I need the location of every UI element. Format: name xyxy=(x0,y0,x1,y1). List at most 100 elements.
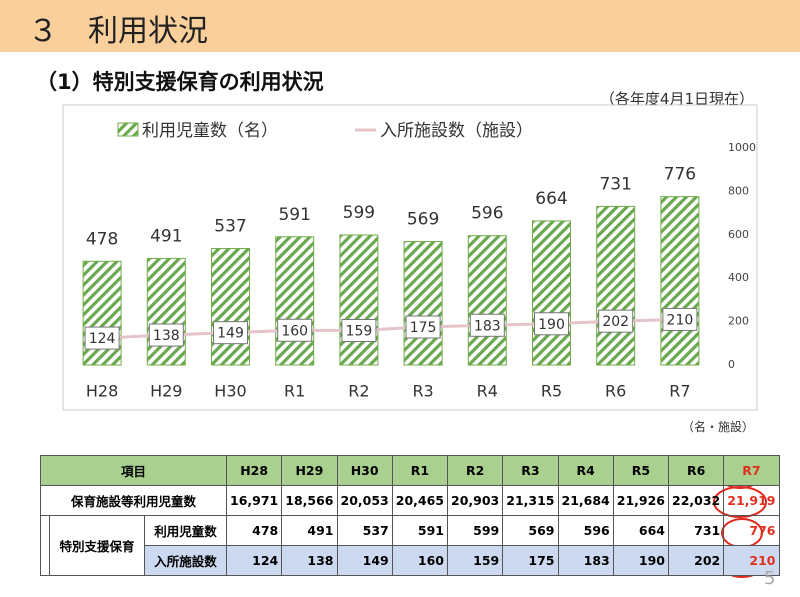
table-cell: 596 xyxy=(557,515,614,546)
table-row: 入所施設数 124 138 149 160 159 175 183 190 202 210 xyxy=(41,545,780,576)
line-label-box xyxy=(405,315,441,339)
table-row: 特別支援保育 利用児童数 478 491 537 591 599 569 596 664 731 77… xyxy=(40,515,780,576)
x-tick-label: R3 xyxy=(412,382,433,401)
table-cell: 599 xyxy=(446,515,504,546)
x-tick-label: H29 xyxy=(150,382,182,401)
table-row: 項目 H28 H29 H30 R1 R2 R3 R4 R5 R6 R7 xyxy=(40,455,780,486)
x-tick-label: R7 xyxy=(669,382,690,401)
line-label-box xyxy=(148,323,184,347)
x-tick-label: R2 xyxy=(348,382,369,401)
bar xyxy=(532,220,571,366)
line-label-box xyxy=(662,307,698,331)
line-label-box xyxy=(277,318,313,342)
table-cell: 478 xyxy=(225,515,283,546)
line-value-label: 149 xyxy=(217,326,244,342)
table-cell: 210 xyxy=(723,545,780,576)
table-cell: 491 xyxy=(281,515,338,546)
table-cell: 569 xyxy=(502,515,559,546)
bar-value-label: 731 xyxy=(599,174,631,194)
table-cell: 21,926 xyxy=(612,485,670,516)
line-label-box xyxy=(534,312,569,336)
unit-note: （名・施設） xyxy=(681,420,754,434)
legend-label: 利用児童数（名） xyxy=(142,121,278,141)
page-number: 5 xyxy=(764,568,776,589)
table-cell: 149 xyxy=(336,545,393,576)
table-cell: 591 xyxy=(391,515,449,546)
bar xyxy=(467,235,507,366)
table-cell: R4 xyxy=(557,455,614,486)
line-value-label: 210 xyxy=(667,312,694,328)
y-tick-label: 400 xyxy=(728,271,749,284)
table-cell: 特別支援保育 xyxy=(49,515,145,576)
table-cell: 175 xyxy=(502,545,559,576)
bar-value-label: 776 xyxy=(664,165,696,185)
x-tick-label: R1 xyxy=(284,382,305,401)
line-value-label: 138 xyxy=(153,328,180,344)
x-tick-label: R5 xyxy=(541,382,562,401)
x-tick-label: H28 xyxy=(86,382,118,401)
table-cell: 16,971 xyxy=(225,485,283,516)
line-value-label: 175 xyxy=(410,320,437,336)
bar-value-label: 537 xyxy=(214,216,246,236)
line-label-box xyxy=(469,313,505,337)
line-label-box xyxy=(213,321,248,345)
table-cell: 537 xyxy=(336,515,393,546)
slide-title: ３ 利用状況 xyxy=(28,14,208,49)
table-cell: R2 xyxy=(446,455,504,486)
table-cell: 21,315 xyxy=(502,485,559,516)
table-cell: 21,684 xyxy=(557,485,614,516)
table-cell: 22,032 xyxy=(667,485,725,516)
bar xyxy=(660,196,700,366)
table-cell: 18,566 xyxy=(281,485,338,516)
bar xyxy=(211,247,250,366)
bar xyxy=(339,234,379,366)
bar xyxy=(146,257,186,366)
line-value-label: 202 xyxy=(602,314,629,330)
bar xyxy=(403,241,443,366)
line-label-box xyxy=(598,309,634,333)
line-label-box xyxy=(84,326,120,350)
table-cell: R3 xyxy=(502,455,559,486)
bar-value-label: 664 xyxy=(535,189,567,209)
table-cell: R1 xyxy=(391,455,449,486)
table-cell: 190 xyxy=(612,545,670,576)
line-value-label: 190 xyxy=(538,317,565,333)
y-tick-label: 200 xyxy=(728,315,749,328)
table-cell: 項目 xyxy=(40,455,227,486)
date-note: （各年度4月1日現在） xyxy=(599,90,754,108)
table-cell: H29 xyxy=(281,455,338,486)
table-cell: 20,903 xyxy=(446,485,504,516)
table-cell: 20,465 xyxy=(391,485,449,516)
line-value-label: 159 xyxy=(346,323,373,339)
table-row: 保育施設等利用児童数 16,971 18,566 20,053 20,465 20,903… xyxy=(40,485,780,516)
line-label-box xyxy=(341,318,377,342)
table-cell: 利用児童数 xyxy=(144,515,227,546)
line-value-label: 183 xyxy=(474,318,501,334)
bar-value-label: 491 xyxy=(150,226,182,246)
data-table: 項目 H28 H29 H30 R1 R2 R3 R4 R5 R6 R7 保育施設等利用児童数 16,97… xyxy=(40,455,780,576)
table-cell: 776 xyxy=(723,515,780,546)
table-cell: H30 xyxy=(336,455,393,486)
bar-value-label: 591 xyxy=(278,205,310,225)
table-cell: 664 xyxy=(612,515,670,546)
x-tick-label: R4 xyxy=(477,382,498,401)
line-value-label: 160 xyxy=(281,323,308,339)
bar xyxy=(596,205,636,366)
table-cell: 124 xyxy=(225,545,283,576)
subtitle: （1）特別支援保育の利用状況 xyxy=(36,70,324,94)
bar-value-label: 596 xyxy=(471,204,503,224)
y-tick-label: 1000 xyxy=(728,141,756,154)
legend-swatch xyxy=(117,122,139,137)
bar xyxy=(275,236,315,366)
table-cell xyxy=(40,515,50,576)
y-tick-label: 800 xyxy=(728,184,749,197)
line-value-label: 124 xyxy=(89,331,116,347)
table-cell: 21,919 xyxy=(723,485,780,516)
table-cell: R7 xyxy=(723,455,780,486)
table-cell: 731 xyxy=(667,515,725,546)
table-cell: 183 xyxy=(557,545,614,576)
table-cell: R5 xyxy=(612,455,670,486)
table-cell: 202 xyxy=(667,545,725,576)
